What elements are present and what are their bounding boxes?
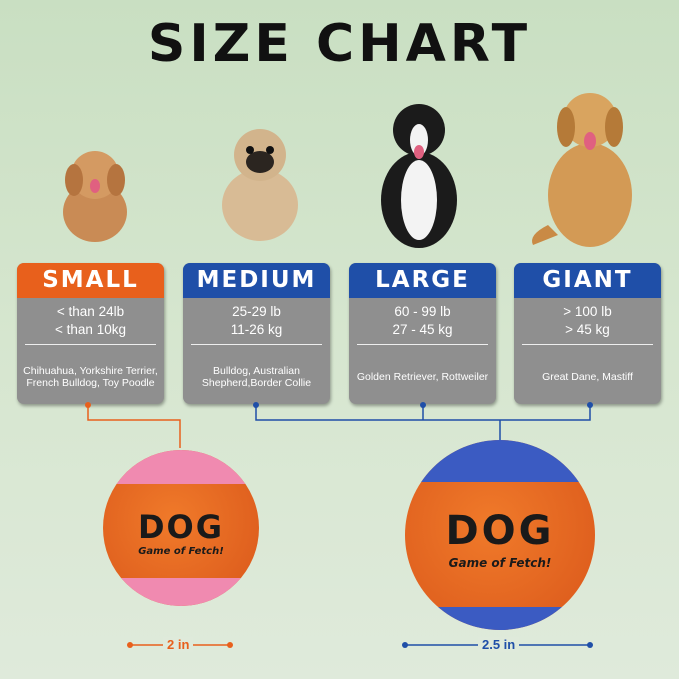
divider (25, 344, 156, 345)
large-ball-image: DOG Game of Fetch! (405, 440, 595, 630)
divider (191, 344, 322, 345)
breeds: Bulldog, Australian Shepherd,Border Coll… (201, 364, 312, 390)
weight-lb: < than 24lb (56, 304, 125, 319)
weight-kg: 27 - 45 kg (392, 322, 453, 337)
giant-dog-image (532, 93, 632, 247)
small-dog-image (63, 151, 127, 242)
breeds: Chihuahua, Yorkshire Terrier, French Bul… (23, 364, 158, 390)
small-ball-image: DOG Game of Fetch! (103, 450, 259, 606)
ball-tagline: Game of Fetch! (448, 556, 552, 570)
weight-kg: < than 10kg (55, 322, 126, 337)
size-card-small: SMALL < than 24lb < than 10kg Chihuahua, … (17, 263, 164, 404)
ball-brand: DOG (445, 508, 555, 554)
divider (522, 344, 653, 345)
ball-tagline: Game of Fetch! (138, 546, 224, 557)
breeds: Great Dane, Mastiff (542, 370, 633, 383)
size-card-large: LARGE 60 - 99 lb 27 - 45 kg Golden Retrie… (349, 263, 496, 404)
large-dog-image (381, 104, 457, 248)
weight-kg: > 45 kg (565, 322, 610, 337)
weight-lb: > 100 lb (563, 304, 612, 319)
medium-dog-image (222, 129, 298, 241)
divider (357, 344, 488, 345)
breeds: Golden Retriever, Rottweiler (356, 370, 489, 383)
size-card-medium: MEDIUM 25-29 lb 11-26 kg Bulldog, Austral… (183, 263, 330, 404)
size-label: GIANT (514, 263, 661, 298)
weight-lb: 25-29 lb (232, 304, 281, 319)
page-title: SIZE CHART (147, 14, 532, 74)
size-label: LARGE (349, 263, 496, 298)
small-ball-size: 2 in (163, 637, 194, 652)
large-ball-size: 2.5 in (478, 637, 520, 652)
size-card-giant: GIANT > 100 lb > 45 kg Great Dane, Mastif… (514, 263, 661, 404)
ball-brand: DOG (137, 508, 225, 546)
weight-lb: 60 - 99 lb (394, 304, 451, 319)
weight-kg: 11-26 kg (230, 322, 283, 337)
size-label: SMALL (17, 263, 164, 298)
size-label: MEDIUM (183, 263, 330, 298)
